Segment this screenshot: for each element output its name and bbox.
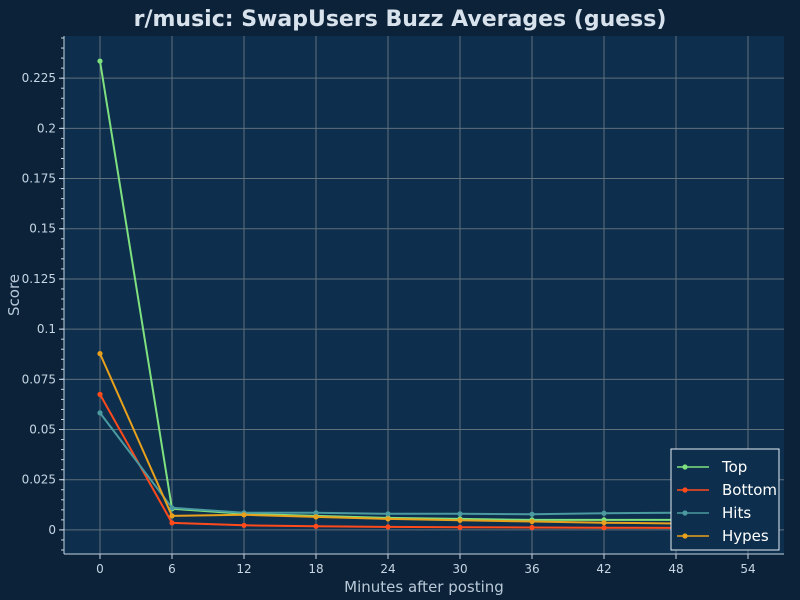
x-tick-label: 6 <box>168 562 176 576</box>
y-tick-label: 0.125 <box>22 272 56 286</box>
data-point-bottom <box>169 520 175 526</box>
legend-label-bottom: Bottom <box>722 481 777 499</box>
y-tick-label: 0.175 <box>22 172 56 186</box>
data-point-bottom <box>385 524 391 530</box>
chart-title: r/music: SwapUsers Buzz Averages (guess) <box>134 7 667 32</box>
y-tick-label: 0.025 <box>22 473 56 487</box>
data-point-hypes <box>601 520 607 526</box>
legend: Top Bottom Hits Hypes <box>670 448 780 551</box>
data-point-hypes <box>97 351 103 357</box>
legend-marker-hits <box>682 510 688 516</box>
legend-marker-hypes <box>682 533 688 539</box>
legend-label-hits: Hits <box>722 504 751 522</box>
series-hits <box>97 410 679 517</box>
y-tick-label: 0.075 <box>22 372 56 386</box>
grid <box>64 36 784 554</box>
data-point-bottom <box>313 523 319 529</box>
data-point-top <box>97 58 103 64</box>
x-tick-label: 36 <box>524 562 539 576</box>
data-point-hypes <box>169 513 175 519</box>
data-point-hits <box>169 505 175 511</box>
data-point-hypes <box>457 517 463 523</box>
data-point-hits <box>601 510 607 516</box>
data-point-hits <box>385 511 391 517</box>
x-tick-label: 48 <box>668 562 683 576</box>
y-tick-label: 0.1 <box>37 322 56 336</box>
x-axis-title: Minutes after posting <box>344 578 504 596</box>
legend-label-hypes: Hypes <box>722 527 769 545</box>
data-point-bottom <box>241 522 247 528</box>
x-tick-label: 12 <box>236 562 251 576</box>
axes: 0 6 12 18 24 30 36 42 48 54 0 0.025 0.05 0.075 0.1 0.12… <box>22 36 784 576</box>
y-tick-label: 0.225 <box>22 71 56 85</box>
y-tick-label: 0.2 <box>37 121 56 135</box>
data-point-hits <box>529 511 535 517</box>
x-tick-label: 18 <box>308 562 323 576</box>
legend-marker-bottom <box>682 487 688 493</box>
series-bottom <box>97 391 679 531</box>
x-tick-label: 30 <box>452 562 467 576</box>
data-point-bottom <box>97 391 103 397</box>
data-point-hits <box>97 410 103 416</box>
x-tick-label: 42 <box>596 562 611 576</box>
data-point-hypes <box>313 514 319 520</box>
data-point-hypes <box>385 516 391 522</box>
y-tick-label: 0 <box>48 523 56 537</box>
legend-marker-top <box>682 464 688 470</box>
x-tick-label: 24 <box>380 562 395 576</box>
x-tick-label: 54 <box>740 562 755 576</box>
y-tick-label: 0.05 <box>29 423 56 437</box>
legend-label-top: Top <box>721 458 747 476</box>
plot-area <box>64 36 784 554</box>
series-hypes <box>97 351 679 527</box>
y-axis-title: Score <box>5 274 23 316</box>
legend-box <box>670 448 780 551</box>
data-point-bottom <box>457 524 463 530</box>
series-layer <box>97 58 679 531</box>
data-point-bottom <box>601 525 607 531</box>
y-tick-label: 0.15 <box>29 222 56 236</box>
x-tick-label: 0 <box>96 562 104 576</box>
data-point-hits <box>313 510 319 516</box>
data-point-hits <box>457 511 463 517</box>
data-point-bottom <box>529 524 535 531</box>
data-point-hypes <box>529 518 535 525</box>
data-point-hypes <box>241 512 247 518</box>
